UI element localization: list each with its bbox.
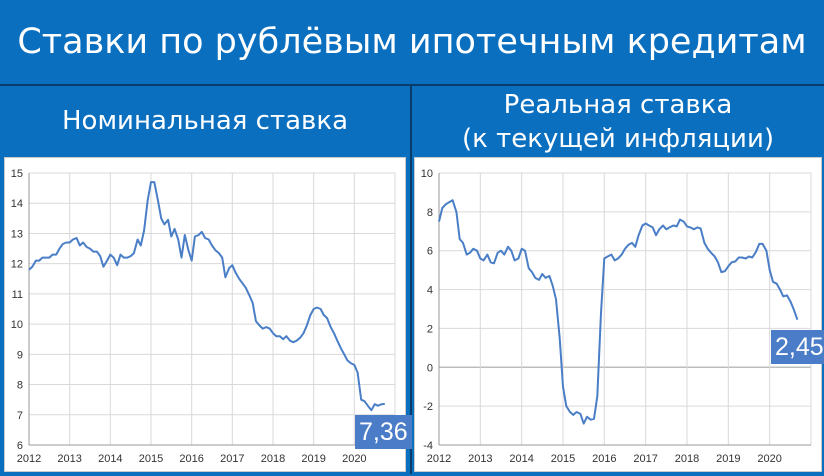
nominal-rate-chart-svg: 6 7 8 9 10 11 12 13 14 15 2012 2013 2014 2015 2016 2017…	[11, 168, 396, 465]
nominal-x-tick-label: 2019	[301, 453, 325, 465]
right-panel-title-line1: Реальная ставка	[503, 90, 733, 120]
real-y-tick-label: 8	[427, 207, 433, 219]
real-rate-chart-svg: -4 -2 0 2 4 6 8 10 2012 2013 2014 2015 2016 2017 2018 2…	[421, 168, 812, 465]
page-title: Ставки по рублёвым ипотечным кредитам	[17, 22, 807, 62]
real-x-tick-label: 2012	[427, 453, 451, 465]
left-panel-title: Номинальная ставка	[0, 104, 410, 138]
nominal-x-tick-label: 2016	[179, 453, 203, 465]
real-series-line	[438, 199, 799, 425]
nominal-y-tick-label: 10	[11, 319, 23, 331]
real-y-tick-label: -4	[423, 440, 433, 452]
real-y-tick-label: 6	[427, 246, 433, 258]
real-y-tick-label: -2	[423, 401, 433, 413]
nominal-x-tick-label: 2012	[17, 453, 41, 465]
nominal-y-tick-label: 7	[17, 410, 23, 422]
nominal-y-tick-label: 12	[11, 259, 23, 271]
nominal-last-value-label: 7,36	[355, 415, 412, 449]
nominal-x-tick-label: 2018	[261, 453, 285, 465]
nominal-rate-chart: 6 7 8 9 10 11 12 13 14 15 2012 2013 2014 2015 2016 2017…	[4, 157, 406, 472]
real-x-tick-label: 2018	[675, 453, 699, 465]
nominal-y-tick-label: 11	[12, 289, 23, 301]
real-rate-chart: -4 -2 0 2 4 6 8 10 2012 2013 2014 2015 2016 2017 2018 2…	[414, 157, 822, 472]
nominal-x-tick-label: 2013	[57, 453, 81, 465]
nominal-x-tick-label: 2015	[139, 453, 163, 465]
page-title-bar: Ставки по рублёвым ипотечным кредитам	[0, 0, 824, 84]
real-x-tick-label: 2013	[468, 453, 492, 465]
nominal-x-tick-label: 2014	[98, 453, 122, 465]
nominal-y-tick-label: 14	[11, 198, 23, 210]
nominal-y-tick-label: 6	[17, 440, 23, 452]
real-y-tick-label: 0	[427, 362, 433, 374]
right-panel-title: Реальная ставка (к текущей инфляции)	[412, 88, 824, 156]
real-y-tick-label: 4	[427, 285, 433, 297]
nominal-y-tick-label: 13	[11, 228, 23, 240]
real-x-tick-label: 2017	[633, 453, 657, 465]
real-x-tick-label: 2014	[509, 453, 533, 465]
nominal-series-line	[28, 181, 385, 412]
real-x-tick-label: 2019	[716, 453, 740, 465]
nominal-y-tick-label: 9	[17, 349, 23, 361]
nominal-x-tick-label: 2020	[342, 453, 366, 465]
left-panel-title-text: Номинальная ставка	[61, 106, 348, 136]
real-y-tick-label: 10	[421, 168, 433, 180]
real-x-tick-label: 2020	[757, 453, 781, 465]
header-divider	[0, 84, 824, 86]
panel-divider	[410, 84, 412, 474]
nominal-y-tick-label: 15	[11, 168, 23, 180]
real-x-tick-label: 2016	[592, 453, 616, 465]
nominal-y-tick-label: 8	[17, 380, 23, 392]
real-last-value-label: 2,45	[771, 330, 824, 364]
right-panel-title-line2: (к текущей инфляции)	[461, 124, 774, 154]
nominal-x-tick-label: 2017	[220, 453, 244, 465]
real-y-tick-label: 2	[427, 323, 433, 335]
real-x-tick-label: 2015	[551, 453, 575, 465]
